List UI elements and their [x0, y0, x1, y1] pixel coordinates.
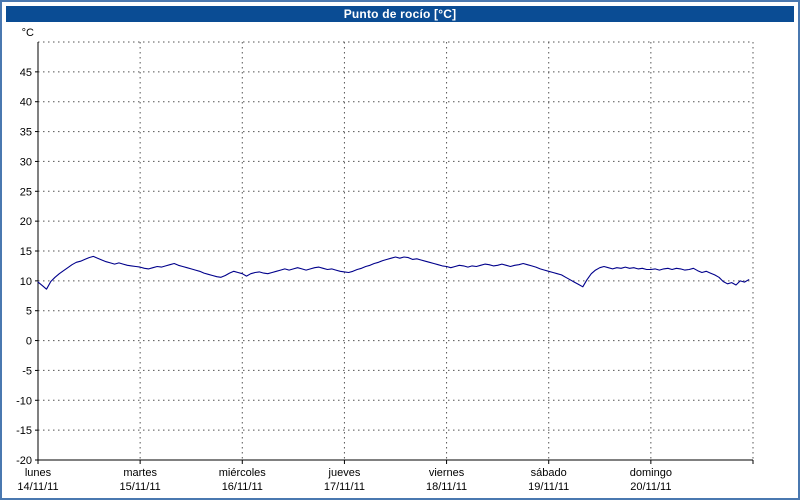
y-axis-label: 35	[20, 127, 32, 139]
x-axis-day-label: martes	[123, 467, 157, 479]
y-axis-label: 30	[20, 156, 32, 168]
chart-title: Punto de rocío [°C]	[343, 7, 457, 21]
chart-title-bar: Punto de rocío [°C]	[6, 6, 794, 22]
y-axis-label: 10	[20, 276, 32, 288]
y-axis-label: -5	[22, 365, 32, 377]
x-axis-date-label: 14/11/11	[17, 481, 58, 493]
y-axis-unit-label: °C	[22, 27, 34, 39]
dew-point-line	[37, 255, 750, 290]
y-axis-label: -15	[16, 425, 32, 437]
x-axis-date-label: 19/11/11	[528, 481, 569, 493]
chart-container: -20 -15 -10 -5 0 5 10 15 20 25 30 35 40 45 lunes 14/11/…	[6, 24, 794, 494]
x-axis-date-label: 17/11/11	[324, 481, 365, 493]
x-axis-day-label: sábado	[531, 467, 567, 479]
x-axis-date-label: 18/11/11	[426, 481, 467, 493]
y-axis-label: 40	[20, 97, 32, 109]
x-axis-day-label: domingo	[630, 467, 672, 479]
y-axis-label: 5	[26, 306, 32, 318]
x-axis-day-label: lunes	[25, 467, 52, 479]
y-axis-label: -20	[16, 455, 32, 467]
x-axis-date-label: 15/11/11	[120, 481, 161, 493]
y-axis-label: 0	[26, 336, 32, 348]
dew-point-chart: -20 -15 -10 -5 0 5 10 15 20 25 30 35 40 45 lunes 14/11/…	[16, 27, 754, 493]
y-axis-label: -10	[16, 395, 32, 407]
x-axis-day-label: jueves	[328, 467, 361, 479]
y-axis-label: 15	[20, 246, 32, 258]
x-axis-day-label: viernes	[429, 467, 465, 479]
x-axis-date-label: 20/11/11	[630, 481, 671, 493]
y-axis-label: 20	[20, 216, 32, 228]
y-axis-label: 45	[20, 67, 32, 79]
x-axis-day-label: miércoles	[219, 467, 267, 479]
x-axis-date-label: 16/11/11	[222, 481, 263, 493]
y-axis-label: 25	[20, 186, 32, 198]
